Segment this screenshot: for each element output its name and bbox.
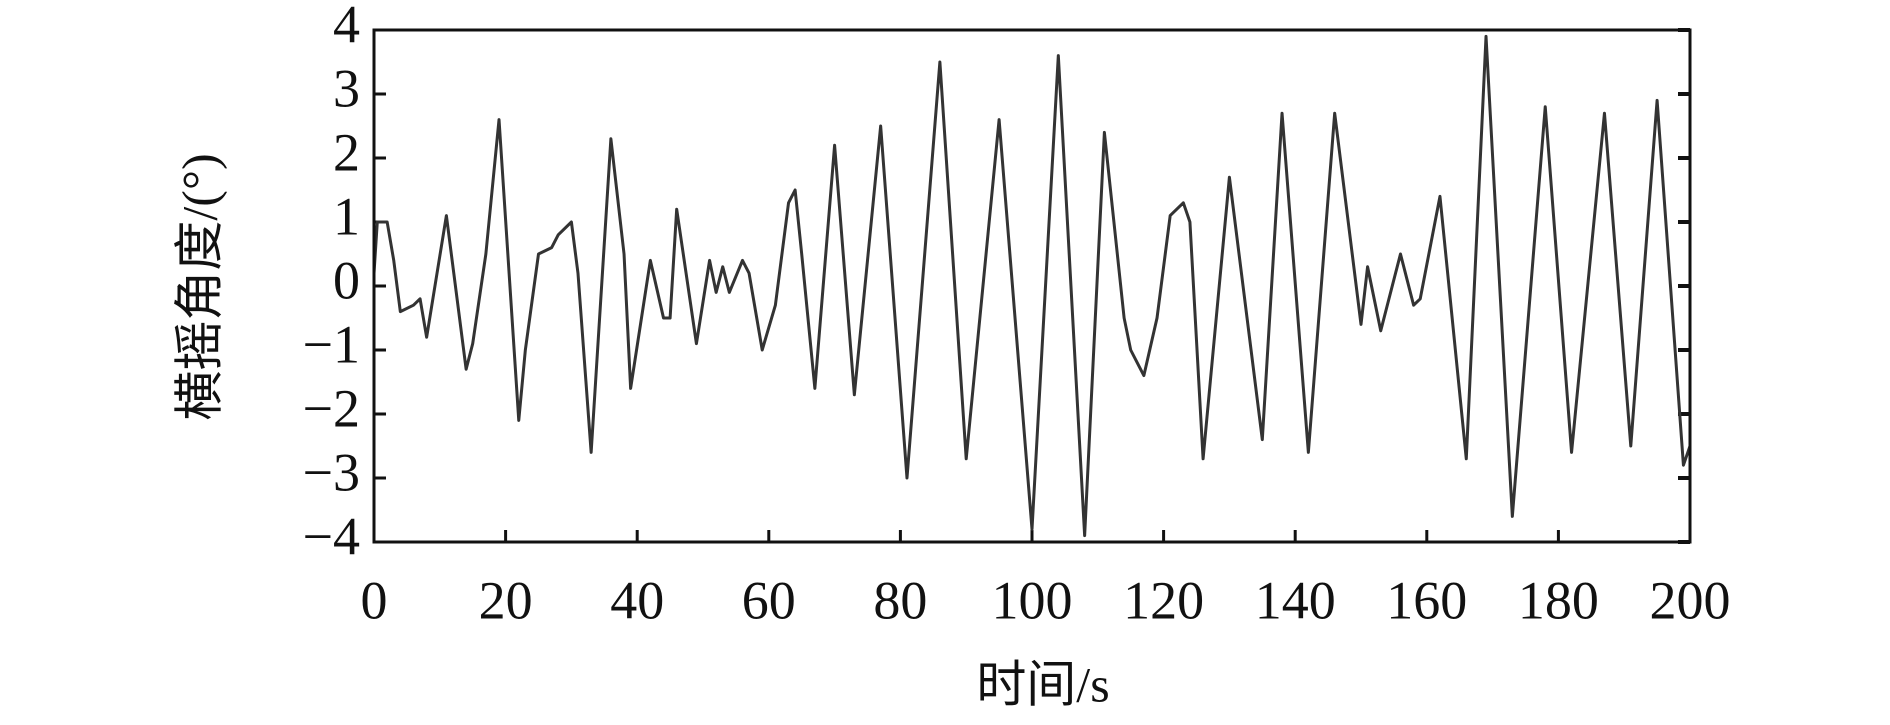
x-tick-label: 40 (610, 570, 664, 630)
plot-frame (372, 28, 1692, 544)
y-tick-label: 0 (333, 250, 360, 310)
y-tick-label: 4 (333, 0, 360, 54)
x-tick-label: 20 (479, 570, 533, 630)
x-tick-label: 100 (992, 570, 1073, 630)
y-tick-label: 1 (333, 186, 360, 246)
y-tick-label: −1 (303, 314, 360, 374)
x-axis-title: 时间/s (976, 656, 1109, 712)
y-tick-label: 3 (333, 58, 360, 118)
x-tick-label: 0 (361, 570, 388, 630)
y-tick-label: 2 (333, 122, 360, 182)
y-tick-label: −3 (303, 442, 360, 502)
x-tick-label: 80 (873, 570, 927, 630)
x-tick-label: 120 (1123, 570, 1204, 630)
x-tick-label: 160 (1386, 570, 1467, 630)
y-tick-label: −4 (303, 506, 360, 566)
y-axis-title: 横摇角度/(°) (171, 153, 227, 420)
x-tick-label: 200 (1650, 570, 1731, 630)
data-line (372, 34, 1692, 538)
x-tick-label: 180 (1518, 570, 1599, 630)
y-tick-label: −2 (303, 378, 360, 438)
x-tick-label: 60 (742, 570, 796, 630)
x-tick-label: 140 (1255, 570, 1336, 630)
